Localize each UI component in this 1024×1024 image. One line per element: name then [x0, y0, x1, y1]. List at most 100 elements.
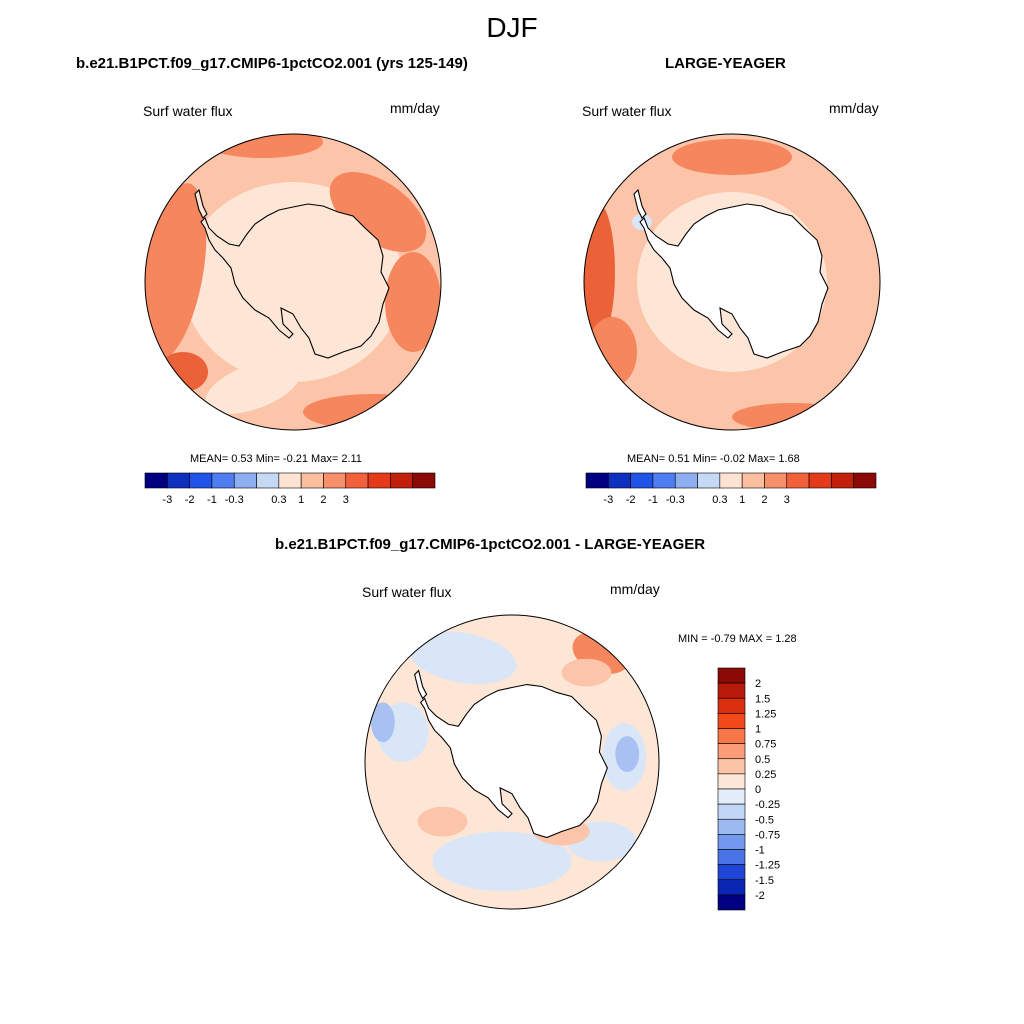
colorbar-cell — [585, 472, 609, 489]
colorbar-cell — [717, 728, 746, 744]
colorbar-tick-label: -0.75 — [755, 829, 780, 841]
peninsula-coastline — [633, 188, 647, 219]
colorbar-cell — [717, 697, 746, 714]
colorbar-cell — [717, 834, 746, 850]
antarctica-coastline — [419, 683, 608, 839]
colorbar-cell — [300, 472, 324, 489]
colorbar-tick-label: -1.25 — [755, 860, 780, 872]
left-units: mm/day — [390, 100, 440, 116]
colorbar-cell — [717, 667, 746, 684]
diff-polar-map — [364, 614, 660, 910]
left-var-label: Surf water flux — [143, 103, 233, 119]
colorbar-cell — [717, 849, 746, 865]
field-patch — [561, 658, 612, 687]
right-var-label: Surf water flux — [582, 103, 672, 119]
colorbar-tick-label: 1.25 — [755, 708, 776, 720]
colorbar-tick-label: -2 — [626, 494, 636, 506]
field-patch — [145, 183, 207, 361]
colorbar-cell — [853, 472, 877, 489]
colorbar-tick-label: 1 — [755, 724, 761, 736]
left-polar-map — [144, 133, 442, 431]
colorbar-cell — [764, 472, 788, 489]
colorbar-tick-label: 1 — [739, 494, 745, 506]
colorbar-tick-label: 1 — [298, 494, 304, 506]
colorbar-tick-label: 3 — [784, 494, 790, 506]
colorbar-cell — [390, 472, 413, 489]
colorbar-cell — [345, 472, 369, 489]
diff-var-label: Surf water flux — [362, 584, 452, 600]
map-field — [364, 614, 660, 910]
colorbar-tick-label: -1.5 — [755, 875, 774, 887]
colorbar-cell — [717, 818, 746, 835]
colorbar-cell — [144, 472, 168, 489]
colorbar-tick-label: -1 — [755, 845, 765, 857]
colorbar-cell — [717, 773, 746, 790]
right-stats: MEAN= 0.51 Min= -0.02 Max= 1.68 — [627, 453, 800, 465]
colorbar-tick-label: -2 — [755, 890, 765, 902]
colorbar-cell — [189, 472, 213, 489]
colorbar-tick-label: -2 — [185, 494, 195, 506]
diff-colorbar: 2 1.5 1.25 1 0.75 0.5 0.25 0 -0.25 -0.5 -0.75 -1 -1.… — [717, 667, 780, 911]
colorbar-cell — [367, 472, 391, 489]
colorbar-cell — [741, 472, 765, 489]
colorbar-tick-label: 0.3 — [712, 494, 727, 506]
left-colorbar: -3 -2 -1 -0.3 0.3 1 2 3 — [144, 472, 436, 506]
colorbar-tick-label: -1 — [648, 494, 658, 506]
diff-units: mm/day — [610, 581, 660, 597]
right-colorbar: -3 -2 -1 -0.3 0.3 1 2 3 — [585, 472, 877, 506]
map-field — [145, 134, 441, 430]
colorbar-cell — [167, 472, 190, 489]
colorbar-cell — [652, 472, 676, 489]
colorbar-cell — [233, 472, 257, 489]
left-panel-title: b.e21.B1PCT.f09_g17.CMIP6-1pctCO2.001 (y… — [76, 55, 468, 72]
colorbar-cell — [697, 472, 721, 489]
colorbar-cell — [674, 472, 698, 489]
colorbar-tick-label: -3 — [162, 494, 172, 506]
colorbar-tick-label: 3 — [343, 494, 349, 506]
colorbar-cell — [412, 472, 436, 489]
colorbar-tick-label: 0.5 — [755, 754, 770, 766]
colorbar-cell — [831, 472, 854, 489]
colorbar-tick-label: 0.75 — [755, 739, 776, 751]
colorbar-cell — [717, 682, 746, 699]
peninsula-coastline — [414, 669, 428, 700]
right-panel-title: LARGE-YEAGER — [665, 55, 786, 72]
colorbar-cell — [717, 879, 746, 896]
field-patch — [408, 631, 517, 684]
right-polar-map — [583, 133, 881, 431]
field-patch — [370, 702, 395, 743]
colorbar-tick-label: -0.25 — [755, 799, 780, 811]
field-patch — [432, 831, 572, 892]
colorbar-tick-label: 2 — [320, 494, 326, 506]
field-patch — [672, 139, 792, 175]
colorbar-tick-label: -1 — [207, 494, 217, 506]
field-patch — [385, 252, 441, 352]
field-patch — [615, 736, 640, 772]
field-patch — [203, 134, 323, 158]
left-stats: MEAN= 0.53 Min= -0.21 Max= 2.11 — [190, 453, 362, 465]
colorbar-tick-label: 2 — [761, 494, 767, 506]
colorbar-cell — [808, 472, 832, 489]
right-units: mm/day — [829, 100, 879, 116]
colorbar-cell — [323, 472, 347, 489]
field-patch — [329, 172, 427, 252]
antarctica-coastline — [200, 203, 390, 359]
field-patch — [417, 806, 468, 837]
colorbar-cell — [278, 472, 302, 489]
colorbar-tick-label: 0 — [755, 784, 761, 796]
colorbar-cell — [786, 472, 810, 489]
colorbar-cell — [608, 472, 631, 489]
colorbar-cell — [717, 758, 746, 775]
colorbar-tick-label: 1.5 — [755, 693, 770, 705]
colorbar-cell — [717, 803, 746, 820]
colorbar-cell — [717, 743, 746, 760]
colorbar-cell — [211, 472, 235, 489]
map-border — [144, 133, 442, 431]
colorbar-tick-label: 0.25 — [755, 769, 776, 781]
colorbar-cell — [719, 472, 743, 489]
field-patch — [205, 360, 301, 414]
colorbar-cell — [256, 472, 280, 489]
colorbar-tick-label: -0.5 — [755, 814, 774, 826]
colorbar-tick-label: -0.3 — [225, 494, 244, 506]
page-title: DJF — [486, 12, 538, 43]
